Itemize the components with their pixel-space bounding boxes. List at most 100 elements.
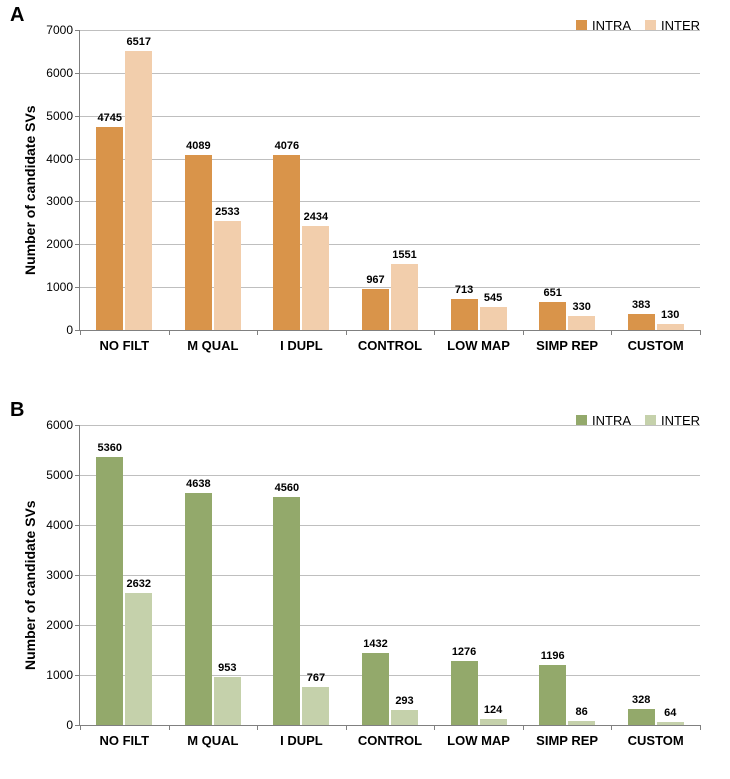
- bar-inter: [657, 722, 684, 725]
- gridline: [80, 159, 700, 160]
- y-tick-label: 6000: [35, 418, 73, 432]
- bar-intra: [185, 493, 212, 725]
- x-tick-label: M QUAL: [169, 733, 258, 748]
- bar-intra: [451, 661, 478, 725]
- bar-intra: [96, 127, 123, 330]
- bar-value-label: 2533: [209, 206, 245, 218]
- x-tick-label: SIMP REP: [523, 338, 612, 353]
- x-tick: [346, 330, 347, 335]
- bar-value-label: 4638: [180, 478, 216, 490]
- x-tick-label: I DUPL: [257, 338, 346, 353]
- y-tick-label: 4000: [35, 152, 73, 166]
- x-tick: [434, 725, 435, 730]
- x-tick: [169, 725, 170, 730]
- bar-value-label: 2434: [298, 211, 334, 223]
- x-tick-label: LOW MAP: [434, 338, 523, 353]
- bar-value-label: 953: [209, 662, 245, 674]
- x-tick: [523, 330, 524, 335]
- x-tick-label: M QUAL: [169, 338, 258, 353]
- x-axis-line: [80, 725, 700, 726]
- bar-value-label: 5360: [92, 442, 128, 454]
- x-tick-label: NO FILT: [80, 338, 169, 353]
- bar-inter: [125, 593, 152, 725]
- bar-value-label: 4089: [180, 140, 216, 152]
- bar-value-label: 86: [564, 706, 600, 718]
- gridline: [80, 575, 700, 576]
- y-tick: [75, 30, 80, 31]
- bar-intra: [362, 653, 389, 725]
- bar-value-label: 4076: [269, 140, 305, 152]
- y-axis-line: [79, 30, 80, 331]
- x-tick: [611, 725, 612, 730]
- y-tick: [75, 244, 80, 245]
- gridline: [80, 475, 700, 476]
- y-tick-label: 0: [35, 718, 73, 732]
- bar-value-label: 124: [475, 704, 511, 716]
- bar-value-label: 330: [564, 301, 600, 313]
- x-tick: [80, 725, 81, 730]
- bar-intra: [96, 457, 123, 725]
- y-tick-label: 3000: [35, 568, 73, 582]
- x-tick-label: I DUPL: [257, 733, 346, 748]
- x-tick-label: NO FILT: [80, 733, 169, 748]
- bar-intra: [628, 709, 655, 725]
- bar-value-label: 130: [652, 309, 688, 321]
- y-tick: [75, 425, 80, 426]
- x-tick-label: SIMP REP: [523, 733, 612, 748]
- x-tick: [611, 330, 612, 335]
- figure-container: AINTRAINTER47456517408925334076243496715…: [0, 0, 730, 779]
- y-tick-label: 3000: [35, 194, 73, 208]
- bar-intra: [362, 289, 389, 330]
- y-tick: [75, 625, 80, 626]
- panel-A: AINTRAINTER47456517408925334076243496715…: [0, 0, 730, 390]
- y-tick-label: 2000: [35, 237, 73, 251]
- y-tick-label: 4000: [35, 518, 73, 532]
- bar-value-label: 1276: [446, 646, 482, 658]
- gridline: [80, 675, 700, 676]
- bar-inter: [391, 710, 418, 725]
- bar-intra: [185, 155, 212, 330]
- y-tick-label: 1000: [35, 280, 73, 294]
- bar-inter: [480, 307, 507, 330]
- gridline: [80, 244, 700, 245]
- gridline: [80, 201, 700, 202]
- gridline: [80, 116, 700, 117]
- bar-inter: [657, 324, 684, 330]
- bar-intra: [539, 302, 566, 330]
- x-tick: [523, 725, 524, 730]
- y-tick-label: 2000: [35, 618, 73, 632]
- panel-label-B: B: [10, 399, 24, 422]
- bar-intra: [628, 314, 655, 330]
- gridline: [80, 425, 700, 426]
- plot-area-A: 4745651740892533407624349671551713545651…: [80, 30, 700, 330]
- x-tick-label: CONTROL: [346, 338, 435, 353]
- bar-value-label: 967: [358, 274, 394, 286]
- gridline: [80, 73, 700, 74]
- x-tick: [700, 330, 701, 335]
- y-tick: [75, 575, 80, 576]
- y-tick-label: 5000: [35, 468, 73, 482]
- bar-inter: [568, 316, 595, 330]
- bar-inter: [302, 226, 329, 330]
- bar-value-label: 328: [623, 694, 659, 706]
- y-tick: [75, 675, 80, 676]
- bar-inter: [214, 677, 241, 725]
- x-tick-label: CUSTOM: [611, 733, 700, 748]
- y-tick-label: 1000: [35, 668, 73, 682]
- y-tick: [75, 159, 80, 160]
- x-tick: [257, 330, 258, 335]
- bar-inter: [568, 721, 595, 725]
- x-tick: [257, 725, 258, 730]
- bar-intra: [539, 665, 566, 725]
- x-tick-label: LOW MAP: [434, 733, 523, 748]
- y-tick-label: 5000: [35, 109, 73, 123]
- y-tick: [75, 287, 80, 288]
- y-tick: [75, 475, 80, 476]
- bar-value-label: 1551: [387, 249, 423, 261]
- bar-intra: [451, 299, 478, 330]
- x-tick: [700, 725, 701, 730]
- y-tick-label: 7000: [35, 23, 73, 37]
- bar-value-label: 4745: [92, 112, 128, 124]
- gridline: [80, 30, 700, 31]
- y-tick: [75, 201, 80, 202]
